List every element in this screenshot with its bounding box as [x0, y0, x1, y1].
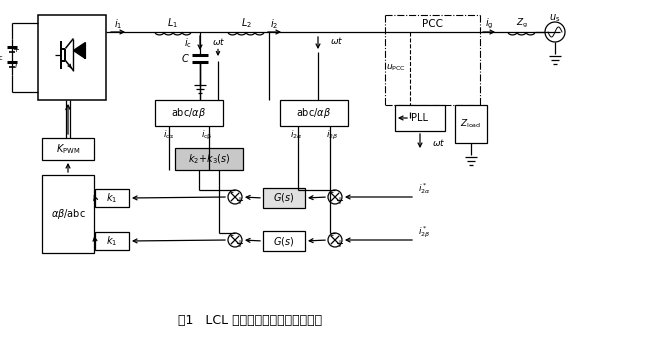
Text: +: +: [235, 239, 243, 249]
Bar: [455, 105, 487, 143]
Text: $\omega t$: $\omega t$: [212, 36, 226, 47]
Bar: [42, 175, 94, 253]
Text: 图1   LCL 型三相逆变器并网电路拓扑: 图1 LCL 型三相逆变器并网电路拓扑: [178, 314, 322, 326]
Text: $C$: $C$: [181, 53, 190, 64]
Polygon shape: [73, 42, 86, 59]
Text: $i_{2\alpha}$: $i_{2\alpha}$: [290, 129, 302, 141]
Text: +: +: [335, 239, 343, 249]
Text: $i_1$: $i_1$: [114, 17, 122, 31]
Text: PCC: PCC: [422, 19, 443, 29]
Text: +: +: [12, 44, 20, 54]
Bar: [38, 15, 106, 100]
Text: $k_2$+$k_3(s)$: $k_2$+$k_3(s)$: [188, 152, 230, 166]
Text: $Z_{\rm load}$: $Z_{\rm load}$: [460, 118, 481, 130]
Bar: [95, 189, 129, 207]
Text: $i_2$: $i_2$: [270, 17, 278, 31]
Text: $i_{2\alpha}^*$: $i_{2\alpha}^*$: [418, 182, 430, 197]
Text: -: -: [329, 230, 333, 240]
Text: $Z_{\rm g}$: $Z_{\rm g}$: [515, 17, 527, 29]
Text: $i_{2\beta}^*$: $i_{2\beta}^*$: [418, 224, 430, 240]
Text: $i_{\rm c\alpha}$: $i_{\rm c\alpha}$: [163, 129, 175, 141]
Text: $\omega t$: $\omega t$: [432, 137, 445, 147]
Text: -: -: [329, 187, 333, 197]
Text: $u_{\rm PCC}$: $u_{\rm PCC}$: [386, 63, 406, 73]
Text: -: -: [229, 230, 233, 240]
Text: $L_2$: $L_2$: [241, 16, 252, 30]
Text: abc/$\alpha\beta$: abc/$\alpha\beta$: [171, 106, 207, 120]
Text: $\alpha\beta$/abc: $\alpha\beta$/abc: [50, 207, 86, 221]
Bar: [263, 188, 305, 208]
Text: $k_1$: $k_1$: [107, 234, 118, 248]
Text: +: +: [235, 196, 243, 206]
Bar: [95, 232, 129, 250]
Bar: [175, 148, 243, 170]
Text: i: i: [15, 60, 17, 69]
Text: $u_{\rm s}$: $u_{\rm s}$: [549, 12, 560, 24]
Bar: [280, 100, 348, 126]
Text: $i_{2\beta}$: $i_{2\beta}$: [326, 128, 338, 142]
Text: -: -: [229, 187, 233, 197]
Text: $K_{\rm PWM}$: $K_{\rm PWM}$: [56, 142, 80, 156]
Text: $u_{\rm dc}$: $u_{\rm dc}$: [0, 51, 4, 63]
Text: $i_{\rm c}$: $i_{\rm c}$: [184, 37, 192, 51]
Text: $G(s)$: $G(s)$: [273, 235, 295, 247]
Bar: [263, 231, 305, 251]
Text: $L_1$: $L_1$: [167, 16, 179, 30]
Text: $k_1$: $k_1$: [107, 191, 118, 205]
Text: $i_{\rm c\beta}$: $i_{\rm c\beta}$: [201, 128, 213, 142]
Text: PLL: PLL: [411, 113, 428, 123]
Bar: [395, 105, 445, 131]
Text: +: +: [335, 196, 343, 206]
Bar: [155, 100, 223, 126]
Bar: [42, 138, 94, 160]
Text: abc/$\alpha\beta$: abc/$\alpha\beta$: [296, 106, 332, 120]
Text: $i_{\rm g}$: $i_{\rm g}$: [485, 17, 493, 31]
Text: $\omega t$: $\omega t$: [330, 35, 343, 45]
Text: $G(s)$: $G(s)$: [273, 192, 295, 204]
